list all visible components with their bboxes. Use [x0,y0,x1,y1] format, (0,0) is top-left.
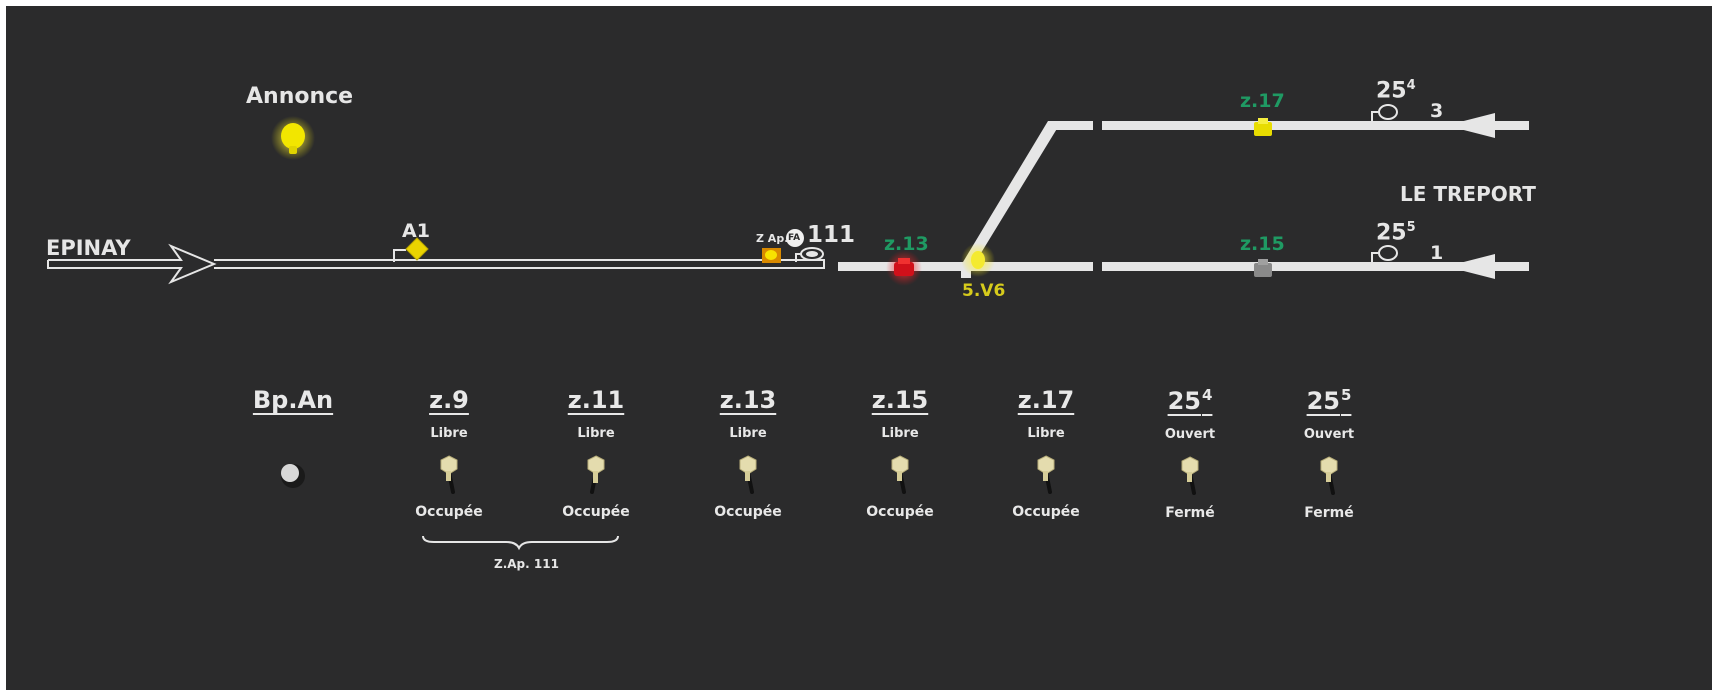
control-top-state: Libre [1027,426,1065,441]
toggle-switch[interactable] [733,454,763,500]
control-title: z.11 [567,386,625,414]
control-top-state: Libre [881,426,919,441]
signal-25-4-icon [1371,104,1398,124]
zap-group-label: Z.Ap. 111 [494,557,559,571]
control-top-state: Ouvert [1303,427,1355,442]
zone-z13-lamp [886,250,922,286]
control-z13: z.13 Libre Occupée [668,386,828,520]
toggle-switch[interactable] [1031,454,1061,500]
control-bottom-state: Occupée [415,504,483,520]
annonce-lamp [271,116,315,160]
control-bottom-state: Occupée [866,504,934,520]
approach-zone-lamp [762,248,781,263]
approach-zone-label: Z Ap. [756,232,789,245]
control-title: 255 [1306,386,1352,415]
control-top-state: Libre [729,426,767,441]
control-25-4: 254 Ouvert Fermé [1110,386,1270,521]
track-3-number: 3 [1430,100,1444,122]
bp-an-control: Bp.An [213,386,373,414]
toggle-switch[interactable] [885,454,915,500]
signal-25-5-label: 255 [1376,220,1416,246]
control-z11: z.11 Libre Occupée [516,386,676,520]
control-bottom-state: Occupée [562,504,630,520]
epinay-track [47,243,825,285]
bp-an-title: Bp.An [252,386,334,414]
control-panel: Annonce EPINAY LE TREPORT A1 Z Ap. FA 11… [6,6,1712,690]
signal-111-icon [795,247,824,262]
control-z17: z.17 Libre Occupée [966,386,1126,520]
zap-brace [422,535,619,551]
control-z9: z.9 Libre Occupée [369,386,529,520]
control-z15: z.15 Libre Occupée [820,386,980,520]
control-top-state: Libre [430,426,468,441]
control-title: 254 [1167,386,1213,415]
control-top-state: Libre [577,426,615,441]
control-top-state: Ouvert [1164,427,1216,442]
destination-label: LE TREPORT [1400,182,1536,206]
control-bottom-state: Fermé [1165,505,1215,521]
control-bottom-state: Occupée [1012,504,1080,520]
zone-z13-label: z.13 [884,233,929,255]
annonce-label: Annonce [246,84,354,109]
fa-badge-label: FA [788,233,801,243]
signal-111-label: 111 [807,222,856,248]
bp-an-button[interactable] [281,464,305,488]
zone-z15-label: z.15 [1240,233,1285,255]
signal-a1-label: A1 [402,220,430,242]
toggle-switch[interactable] [1175,455,1205,501]
switch-5v6-lamp [961,243,995,277]
track-diagram [47,104,1529,551]
zone-z15-lamp [1254,259,1272,277]
control-bottom-state: Fermé [1304,505,1354,521]
signal-25-5-icon [1371,245,1398,265]
control-title: z.9 [429,386,469,414]
toggle-switch[interactable] [434,454,464,500]
control-title: z.13 [719,386,777,414]
origin-label: EPINAY [46,236,131,260]
control-title: z.15 [871,386,929,414]
control-25-5: 255 Ouvert Fermé [1249,386,1409,521]
zone-z17-label: z.17 [1240,90,1285,112]
control-title: z.17 [1017,386,1075,414]
signal-a1-icon [393,237,429,262]
switch-5v6-label: 5.V6 [962,281,1006,301]
toggle-switch[interactable] [1314,455,1344,501]
track-1-number: 1 [1430,242,1444,264]
control-bottom-state: Occupée [714,504,782,520]
toggle-switch[interactable] [581,454,611,500]
fa-badge-icon [786,229,804,247]
zone-z17-lamp [1254,118,1272,136]
signal-25-4-label: 254 [1376,78,1416,104]
